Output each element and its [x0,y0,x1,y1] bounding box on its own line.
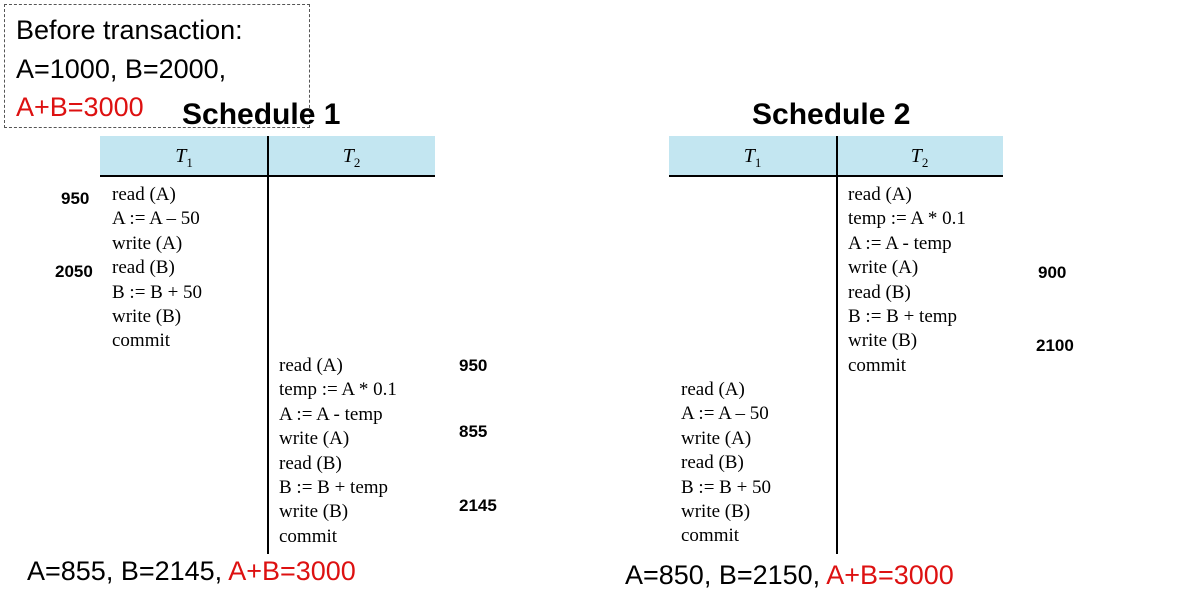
note-line-3: A+B=3000 [16,92,144,122]
schedule-1-header-t1: T1 [175,145,193,170]
statement: A := A - temp [848,232,952,254]
schedule-2-value-b: 2100 [1036,336,1074,355]
schedule-2-t2-operations: read (A) temp := A * 0.1 A := A - temp w… [848,183,966,378]
statement: write (A) [112,232,183,254]
statement: write (A) [848,257,919,279]
statement: read (B) [681,452,744,474]
schedule-2-result-values: A=850, B=2150, [625,560,821,590]
schedule-1-t1-operations: read (A) A := A – 50 write (A) read (B) … [112,183,202,354]
statement: write (A) [279,428,350,450]
schedule-1-header-t2: T2 [342,145,361,170]
schedule-1-value-write-b: 2145 [459,496,497,515]
statement: read (B) [848,281,911,303]
statement: B := B + temp [848,306,958,328]
schedule-1-t2-operations: read (A) temp := A * 0.1 A := A - temp w… [279,354,397,549]
schedule-1-value-write-a: 855 [459,422,488,441]
statement: commit [681,525,740,547]
before-transaction-note: Before transaction: A=1000, B=2000, A+B=… [4,4,310,128]
schedule-1-result-sum: A+B=3000 [228,556,356,586]
schedule-1-value-read-a: 950 [459,356,488,375]
schedule-1-value-a: 950 [61,189,90,208]
statement: B := B + 50 [681,476,772,498]
schedule-2-t1-operations: read (A) A := A – 50 write (A) read (B) … [681,378,771,549]
statement: commit [848,354,907,376]
schedule-1-value-b: 2050 [55,262,93,281]
statement: commit [279,525,338,547]
schedule-2-title: Schedule 2 [752,98,911,131]
statement: B := B + 50 [112,281,203,303]
statement: read (A) [848,184,912,205]
note-line-1: Before transaction: [16,15,243,45]
statement: commit [112,330,171,352]
schedule-2-result-sum: A+B=3000 [826,560,954,590]
statement: read (A) [279,355,343,376]
statement: A := A – 50 [112,208,200,230]
schedule-2-column-divider [836,136,838,554]
schedule-1-result-values: A=855, B=2145, [27,556,223,586]
statement: write (A) [681,427,752,449]
schedule-2-value-a: 900 [1038,263,1067,282]
statement: read (B) [112,257,175,279]
statement: A := A - temp [279,403,383,425]
statement: write (B) [681,501,751,523]
statement: B := B + temp [279,477,389,499]
statement: temp := A * 0.1 [848,208,966,230]
schedule-1-title: Schedule 1 [182,98,341,131]
statement: write (B) [848,330,918,352]
schedule-2-header-t1: T1 [743,145,762,170]
schedule-2-header-t2: T2 [910,145,929,170]
schedule-2-result: A=850, B=2150, A+B=3000 [625,560,954,591]
statement: write (B) [279,501,349,523]
statement: write (B) [112,306,182,328]
note-line-2: A=1000, B=2000, [16,54,227,84]
schedule-1-column-divider [267,136,269,554]
statement: read (B) [279,452,342,474]
statement: read (A) [112,184,176,205]
statement: temp := A * 0.1 [279,379,397,401]
statement: A := A – 50 [681,403,769,425]
statement: read (A) [681,379,745,400]
schedule-1-result: A=855, B=2145, A+B=3000 [27,556,356,587]
